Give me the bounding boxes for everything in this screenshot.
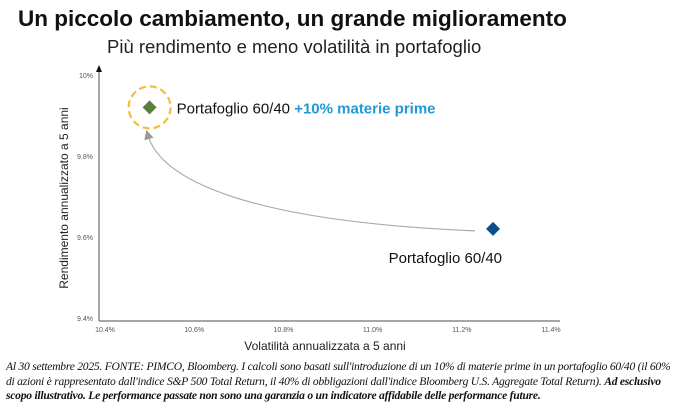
- x-axis-title: Volatilità annualizzata a 5 anni: [244, 339, 405, 353]
- point-label-1-main: Portafoglio 60/40: [177, 100, 295, 117]
- data-point-2: [486, 221, 501, 236]
- x-tick-label: 10.4%: [95, 327, 115, 334]
- point-label-1: Portafoglio 60/40 +10% materie prime: [177, 100, 436, 117]
- x-tick-label: 10.8%: [273, 327, 293, 334]
- improvement-arrow: [144, 129, 476, 232]
- data-marks: Portafoglio 60/40 +10% materie primePort…: [127, 85, 502, 267]
- y-tick-label: 9.8%: [77, 154, 93, 161]
- highlight-circle: [127, 85, 172, 130]
- y-tick-label: 10%: [79, 73, 93, 80]
- scatter-chart: 10.4% 10.6% 10.8% 11.0% 11.2% 11.4% 9.4% 9.6% 9.…: [57, 65, 561, 353]
- x-tick-label: 11.4%: [541, 327, 560, 334]
- axes: 10.4% 10.6% 10.8% 11.0% 11.2% 11.4% 9.4% 9.6% 9.…: [57, 65, 561, 353]
- x-tick-label: 11.2%: [452, 327, 471, 334]
- footnote-text: Al 30 settembre 2025. FONTE: PIMCO, Bloo…: [6, 360, 671, 388]
- x-tick-label: 10.6%: [184, 327, 204, 334]
- point-label-1-accent: +10% materie prime: [294, 100, 435, 117]
- y-tick-label: 9.4%: [77, 316, 93, 323]
- y-axis-title: Rendimento annualizzato a 5 anni: [57, 107, 71, 288]
- footnote: Al 30 settembre 2025. FONTE: PIMCO, Bloo…: [6, 360, 676, 404]
- y-tick-label: 9.6%: [77, 235, 93, 242]
- x-tick-label: 11.0%: [363, 327, 382, 334]
- data-point-1: [142, 100, 157, 115]
- page-title: Un piccolo cambiamento, un grande miglio…: [18, 6, 567, 31]
- point-label-2: Portafoglio 60/40: [389, 250, 502, 267]
- page-subtitle: Più rendimento e meno volatilità in port…: [107, 36, 482, 57]
- y-axis-arrow: [96, 65, 102, 72]
- footnote-disclaimer: Ad esclusivo scopo illustrativo. Le perf…: [6, 374, 661, 403]
